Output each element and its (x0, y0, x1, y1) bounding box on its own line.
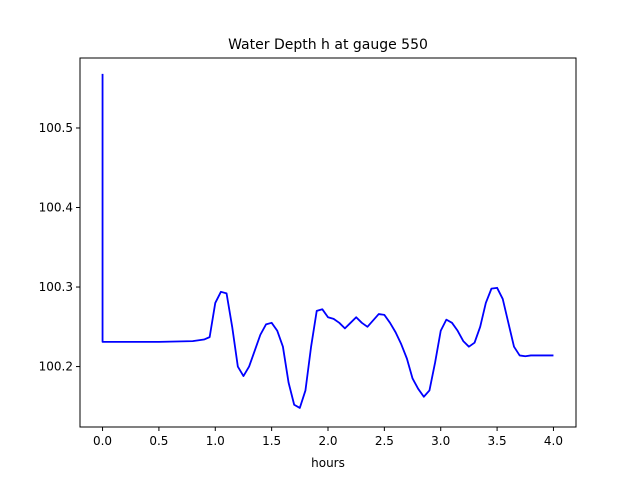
y-tick-label: 100.2 (39, 360, 73, 374)
x-axis: 0.0 0.5 1.0 1.5 2.0 2.5 3.0 3.5 4.0 (93, 427, 563, 448)
y-tick-label: 100.4 (39, 201, 73, 215)
x-tick-label: 1.5 (262, 434, 281, 448)
x-axis-label: hours (311, 456, 345, 470)
x-tick-label: 1.0 (206, 434, 225, 448)
x-tick-label: 3.5 (488, 434, 507, 448)
y-tick-label: 100.3 (39, 280, 73, 294)
x-tick-label: 3.0 (431, 434, 450, 448)
x-tick-label: 0.5 (149, 434, 168, 448)
y-axis: 100.2 100.3 100.4 100.5 (39, 121, 80, 374)
chart-title: Water Depth h at gauge 550 (228, 37, 428, 53)
x-tick-label: 0.0 (93, 434, 112, 448)
x-tick-label: 2.0 (318, 434, 337, 448)
y-tick-label: 100.5 (39, 121, 73, 135)
x-tick-label: 2.5 (375, 434, 394, 448)
x-tick-label: 4.0 (544, 434, 563, 448)
series-line (101, 73, 554, 409)
